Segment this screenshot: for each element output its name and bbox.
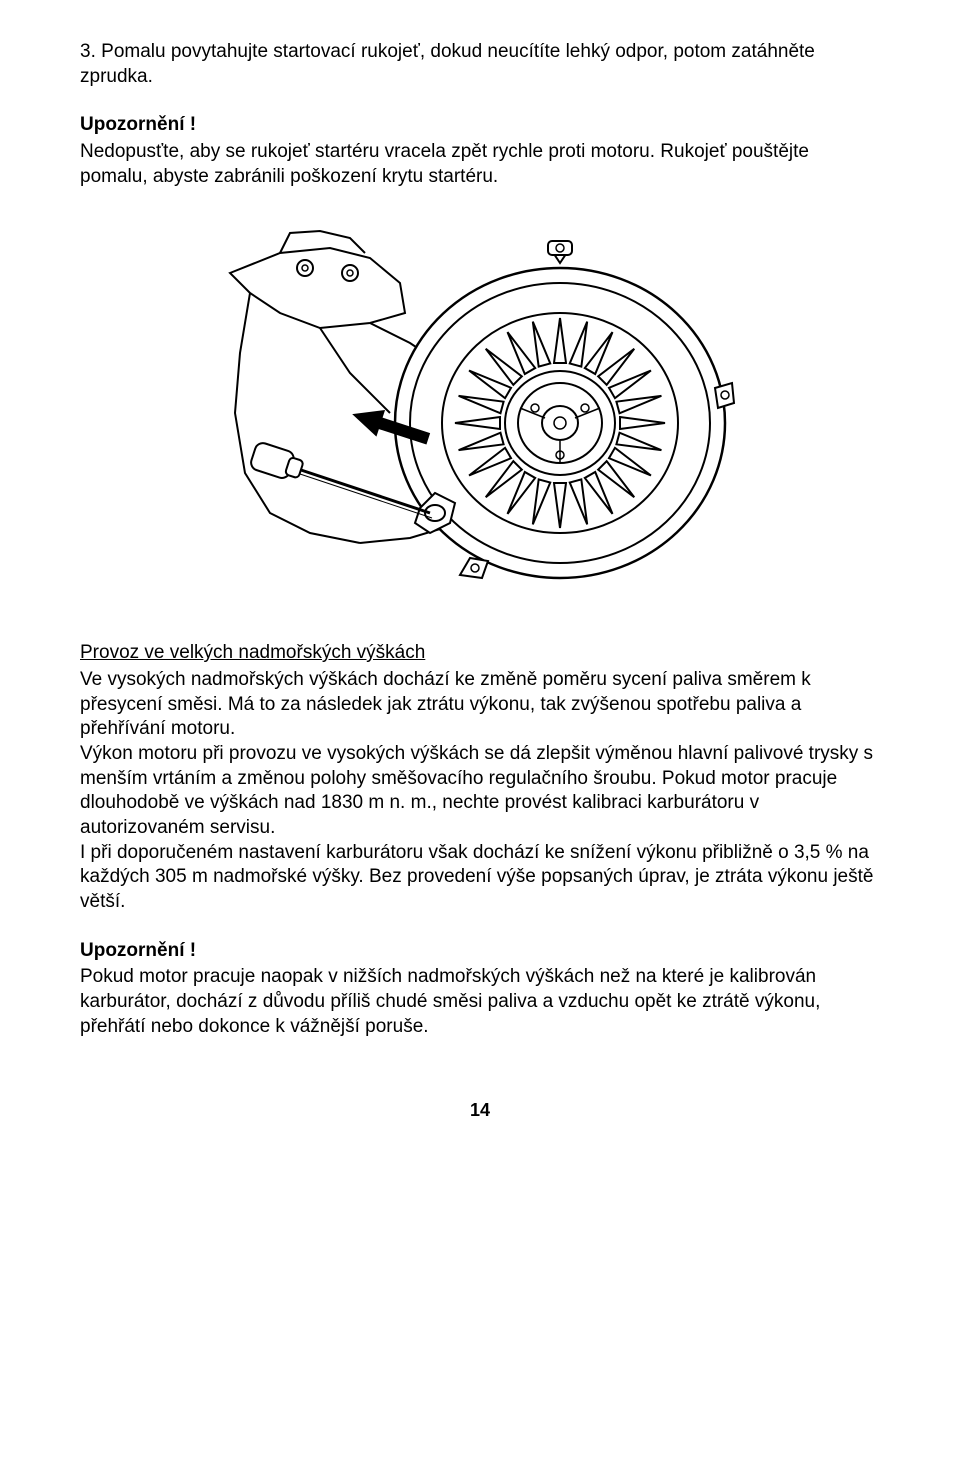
altitude-para-2: Výkon motoru při provozu ve vysokých výš… (80, 742, 880, 841)
altitude-para-3: I při doporučeném nastavení karburátoru … (80, 841, 880, 915)
page-number: 14 (80, 1099, 880, 1122)
warning-2-title: Upozornění ! (80, 939, 880, 964)
engine-diagram-container (80, 213, 880, 601)
altitude-para-1: Ve vysokých nadmořských výškách dochází … (80, 668, 880, 742)
step-text: Pomalu povytahujte startovací rukojeť, d… (80, 41, 815, 87)
engine-starter-diagram (220, 213, 740, 601)
step-number: 3. (80, 41, 96, 62)
warning-2-text: Pokud motor pracuje naopak v nižších nad… (80, 965, 880, 1039)
warning-1-title: Upozornění ! (80, 113, 880, 138)
warning-1: Upozornění ! Nedopusťte, aby se rukojeť … (80, 113, 880, 189)
warning-1-text: Nedopusťte, aby se rukojeť startéru vrac… (80, 140, 880, 189)
warning-2: Upozornění ! Pokud motor pracuje naopak … (80, 939, 880, 1040)
altitude-section: Provoz ve velkých nadmořských výškách Ve… (80, 641, 880, 915)
altitude-section-title: Provoz ve velkých nadmořských výškách (80, 641, 880, 666)
starter-svg (220, 213, 740, 593)
step-3: 3. Pomalu povytahujte startovací rukojeť… (80, 40, 880, 89)
